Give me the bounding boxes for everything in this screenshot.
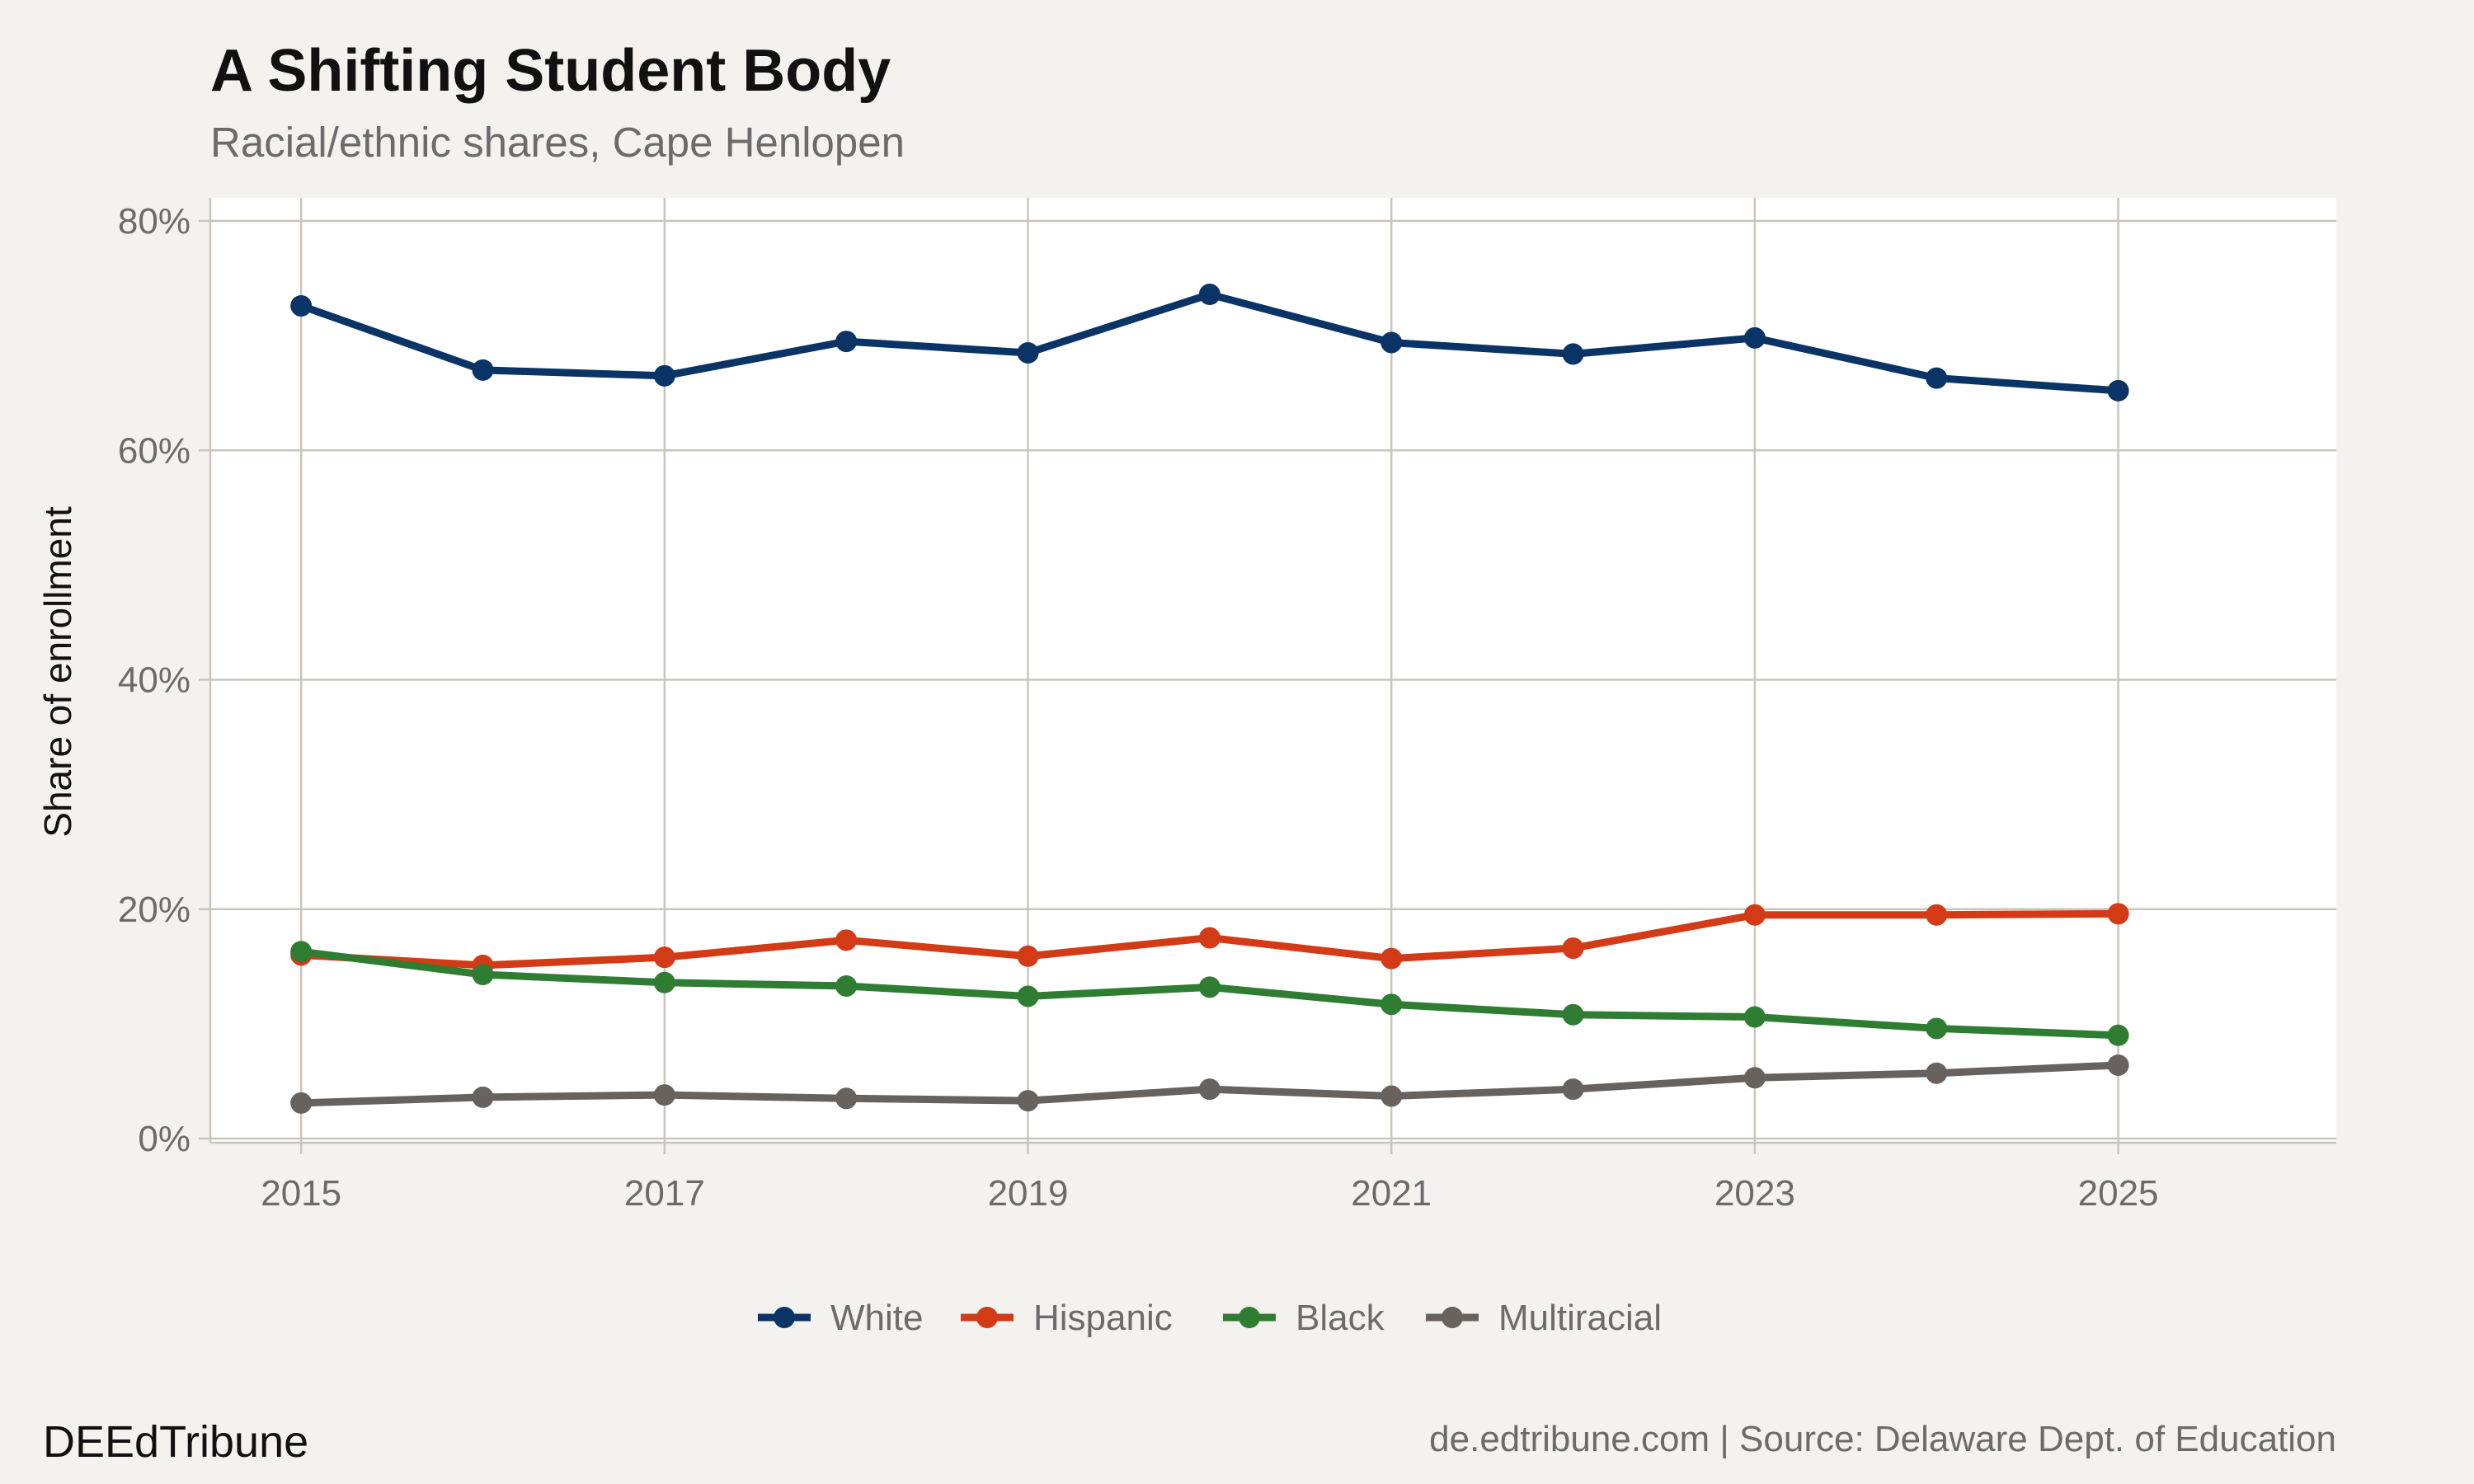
legend-label: Multiracial (1498, 1298, 1662, 1338)
data-point-black (835, 974, 858, 997)
data-point-white (1380, 331, 1403, 354)
data-point-black (1198, 976, 1221, 998)
legend-item-white: White (758, 1298, 923, 1338)
data-point-multiracial (1017, 1090, 1039, 1112)
series-white (290, 284, 2129, 402)
data-point-hispanic (1743, 904, 1766, 926)
data-point-white (290, 294, 313, 317)
data-point-hispanic (1380, 947, 1403, 970)
data-point-black (653, 971, 675, 993)
data-point-black (1926, 1017, 1948, 1040)
data-point-black (472, 964, 494, 986)
data-point-black (1380, 993, 1403, 1016)
plot-panel (210, 198, 2336, 1143)
data-point-hispanic (835, 929, 858, 951)
data-point-black (1562, 1003, 1584, 1026)
data-point-black (2107, 1024, 2129, 1046)
data-point-white (1926, 367, 1948, 389)
data-point-hispanic (653, 946, 675, 969)
legend-item-multiracial: Multiracial (1426, 1298, 1662, 1338)
legend: White Hispanic Black Multiracial (758, 1298, 1662, 1338)
x-tick-label: 2023 (1714, 1173, 1795, 1214)
data-point-hispanic (1562, 937, 1584, 960)
y-tick-label: 40% (118, 660, 190, 701)
y-tick-labels: 0% 20% 40% 60% 80% (118, 201, 190, 1159)
legend-item-black: Black (1223, 1298, 1385, 1338)
y-tick-label: 80% (118, 201, 190, 242)
data-point-white (1017, 341, 1039, 364)
data-point-hispanic (2107, 903, 2129, 925)
y-tick-label: 20% (118, 890, 190, 930)
y-axis-label: Share of enrollment (36, 506, 79, 838)
data-point-multiracial (1926, 1062, 1948, 1084)
legend-label: Hispanic (1033, 1298, 1173, 1338)
axes (199, 198, 2336, 1154)
series-layer (290, 284, 2129, 1114)
x-tick-label: 2017 (624, 1173, 705, 1214)
x-tick-label: 2015 (261, 1173, 341, 1214)
chart-subtitle: Racial/ethnic shares, Cape Henlopen (210, 119, 905, 166)
data-point-white (472, 359, 494, 381)
data-point-white (835, 331, 858, 353)
x-tick-label: 2019 (988, 1173, 1069, 1214)
data-point-white (1198, 284, 1221, 306)
data-point-white (653, 364, 675, 387)
data-point-white (1743, 326, 1766, 349)
data-point-multiracial (835, 1087, 858, 1110)
data-point-black (290, 941, 313, 963)
series-multiracial (290, 1054, 2129, 1114)
data-point-white (1562, 343, 1584, 365)
legend-swatch-point (1442, 1307, 1463, 1328)
data-point-multiracial (1380, 1085, 1403, 1107)
data-point-multiracial (290, 1092, 313, 1114)
y-tick-label: 60% (118, 430, 190, 471)
legend-swatch-point (976, 1307, 998, 1328)
chart-title: A Shifting Student Body (210, 38, 891, 104)
legend-label: Black (1296, 1298, 1385, 1338)
data-point-hispanic (1017, 945, 1039, 967)
x-tick-label: 2021 (1351, 1173, 1432, 1214)
x-tick-label: 2025 (2078, 1173, 2159, 1214)
y-gridlines (210, 219, 2336, 1140)
brand-name: DEEdTribune (43, 1417, 308, 1467)
data-point-multiracial (2107, 1054, 2129, 1076)
legend-item-hispanic: Hispanic (961, 1298, 1173, 1338)
data-point-hispanic (1926, 904, 1948, 926)
data-point-black (1017, 985, 1039, 1007)
data-point-multiracial (1743, 1067, 1766, 1089)
legend-swatch-point (774, 1307, 795, 1328)
y-tick-label: 0% (138, 1119, 190, 1159)
data-point-white (2107, 379, 2129, 402)
data-point-multiracial (1198, 1078, 1221, 1101)
x-tick-labels: 2015 2017 2019 2021 2023 2025 (261, 1173, 2158, 1214)
source-note: de.edtribune.com | Source: Delaware Dept… (1429, 1419, 2336, 1459)
legend-label: White (830, 1298, 923, 1338)
data-point-multiracial (472, 1086, 494, 1108)
data-point-multiracial (653, 1084, 675, 1106)
data-point-hispanic (1198, 927, 1221, 949)
data-point-multiracial (1562, 1078, 1584, 1101)
data-point-black (1743, 1006, 1766, 1028)
legend-swatch-point (1239, 1307, 1260, 1328)
series-black (290, 941, 2129, 1046)
